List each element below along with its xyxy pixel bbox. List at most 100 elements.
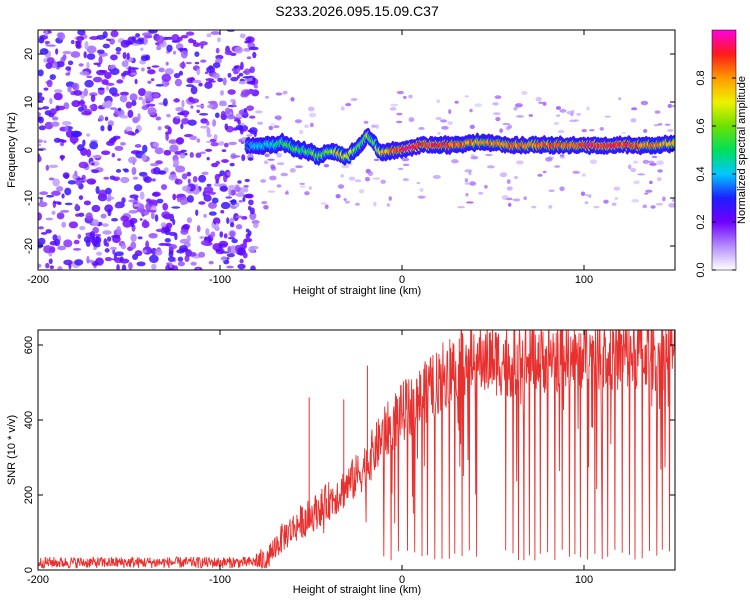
noise-blob (234, 46, 244, 54)
noise-blob (195, 209, 199, 216)
noise-blob (60, 209, 70, 213)
noise-blob (181, 118, 190, 125)
noise-blob (196, 138, 201, 143)
faint-blob (263, 160, 269, 165)
noise-blob (226, 171, 231, 176)
noise-blob (175, 106, 184, 112)
noise-blob (207, 201, 217, 209)
faint-blob (276, 162, 285, 166)
noise-blob (149, 163, 159, 167)
faint-blob (589, 129, 595, 132)
noise-blob (45, 262, 50, 269)
noise-blob (218, 101, 228, 107)
faint-blob (401, 157, 410, 162)
noise-blob (226, 217, 230, 224)
faint-blob (276, 184, 282, 188)
noise-blob (246, 105, 255, 111)
faint-blob (263, 204, 269, 210)
faint-blob (341, 164, 350, 169)
faint-blob (535, 96, 542, 102)
noise-blob (174, 178, 183, 185)
faint-blob (514, 176, 518, 180)
noise-blob (55, 48, 59, 55)
faint-blob (656, 160, 664, 166)
spectrogram-x-axis-label: Height of straight line (km) (293, 285, 421, 297)
noise-blob (101, 150, 111, 155)
faint-blob (323, 163, 330, 168)
noise-blob (230, 199, 237, 206)
noise-blob (38, 212, 43, 221)
faint-blob (645, 189, 653, 193)
faint-blob (386, 203, 391, 207)
noise-blob (155, 83, 164, 87)
faint-blob (373, 201, 377, 207)
noise-blob (142, 219, 148, 226)
noise-blob (120, 72, 127, 77)
noise-blob (71, 83, 78, 89)
noise-blob (234, 186, 241, 192)
faint-blob (397, 167, 404, 170)
noise-blob (98, 56, 103, 65)
noise-blob (243, 107, 247, 113)
noise-blob (227, 236, 236, 240)
noise-blob (64, 187, 72, 196)
faint-blob (267, 158, 275, 161)
noise-blob (126, 52, 130, 60)
noise-blob (190, 261, 197, 266)
noise-blob (248, 127, 258, 135)
noise-blob (43, 87, 49, 91)
noise-blob (220, 90, 224, 96)
noise-blob (75, 40, 81, 49)
noise-blob (94, 233, 102, 237)
faint-blob (270, 122, 275, 126)
faint-blob (418, 126, 425, 130)
faint-blob (667, 103, 673, 109)
noise-blob (180, 123, 184, 130)
noise-blob (242, 196, 246, 202)
noise-blob (57, 245, 66, 251)
faint-blob (402, 178, 410, 182)
noise-blob (95, 186, 100, 195)
faint-blob (542, 170, 547, 174)
noise-blob (180, 228, 189, 235)
noise-blob (77, 234, 82, 239)
noise-blob (61, 193, 65, 199)
faint-blob (654, 110, 661, 114)
noise-blob (220, 201, 231, 210)
noise-blob (210, 231, 216, 238)
noise-blob (226, 265, 234, 269)
noise-blob (157, 126, 162, 131)
noise-blob (60, 154, 64, 161)
y-tick-label: 600 (23, 336, 35, 354)
noise-blob (138, 96, 144, 101)
faint-blob (514, 103, 523, 108)
noise-blob (151, 192, 160, 197)
noise-blob (111, 153, 116, 158)
noise-blob (82, 139, 86, 147)
noise-blob (110, 30, 119, 38)
noise-blob (175, 115, 180, 119)
noise-blob (104, 71, 112, 80)
faint-blob (631, 199, 640, 203)
x-tick-label: 100 (575, 274, 593, 286)
noise-blob (77, 30, 86, 36)
noise-blob (138, 88, 146, 97)
faint-blob (419, 187, 424, 192)
noise-blob (228, 188, 232, 197)
faint-blob (508, 202, 512, 207)
noise-blob (179, 152, 186, 159)
noise-blob (65, 72, 71, 76)
noise-blob (215, 47, 220, 54)
faint-blob (632, 160, 639, 164)
noise-blob (81, 110, 92, 116)
noise-blob (200, 240, 209, 246)
spectrogram-y-axis-label: Frequency (Hz) (6, 112, 18, 188)
noise-blob (98, 115, 104, 122)
noise-blob (48, 177, 55, 181)
noise-blob (122, 51, 127, 60)
noise-blob (186, 235, 191, 243)
noise-blob (177, 256, 184, 262)
noise-blob (152, 93, 160, 98)
noise-blob (231, 238, 238, 244)
noise-blob (189, 135, 198, 141)
